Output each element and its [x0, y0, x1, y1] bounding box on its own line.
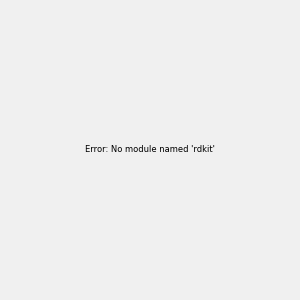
Text: Error: No module named 'rdkit': Error: No module named 'rdkit' — [85, 146, 215, 154]
